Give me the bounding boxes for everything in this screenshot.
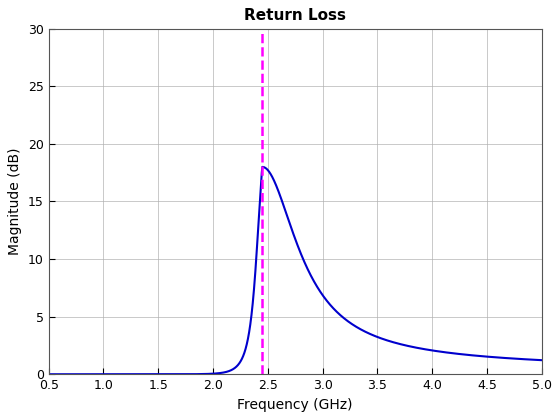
Title: Return Loss: Return Loss <box>244 8 346 24</box>
Y-axis label: Magnitude (dB): Magnitude (dB) <box>8 148 22 255</box>
X-axis label: Frequency (GHz): Frequency (GHz) <box>237 398 353 412</box>
